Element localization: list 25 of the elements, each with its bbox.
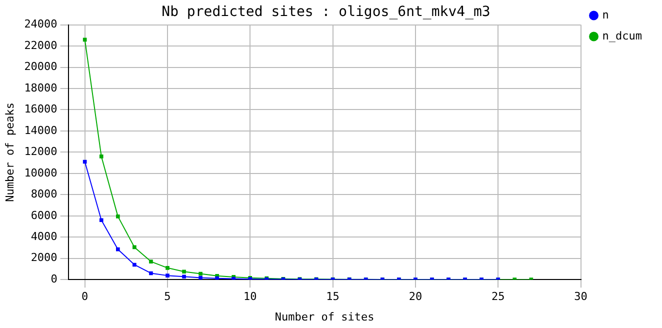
y-tick-label: 22000 — [24, 38, 58, 52]
y-tick-label: 2000 — [30, 251, 58, 264]
x-tick-label: 10 — [244, 290, 257, 304]
y-tick-label: 24000 — [24, 18, 58, 31]
y-axis-title: Number of peaks — [3, 102, 16, 202]
legend-label: n_dcum — [602, 29, 642, 42]
y-tick-label: 16000 — [24, 102, 58, 116]
x-tick-label: 0 — [82, 290, 88, 304]
y-tick-label: 14000 — [24, 124, 58, 137]
y-tick-label: 8000 — [30, 188, 58, 201]
y-tick-label: 18000 — [24, 81, 58, 94]
y-tick-label: 0 — [50, 272, 58, 286]
x-tick-label: 20 — [408, 290, 422, 304]
x-tick-label: 25 — [491, 290, 505, 304]
y-tick-label: 4000 — [30, 230, 58, 243]
y-tick-label: 12000 — [24, 145, 58, 158]
chart-title: Nb predicted sites : oligos_6nt_mkv4_m3 — [162, 4, 490, 20]
x-tick-label: 30 — [574, 290, 588, 304]
legend-label: n — [602, 8, 609, 22]
x-tick-label: 5 — [164, 290, 171, 304]
y-tick-label: 20000 — [24, 60, 58, 74]
y-tick-label: 10000 — [24, 166, 58, 180]
x-tick-label: 15 — [326, 290, 340, 304]
x-axis-title: Number of sites — [274, 310, 374, 324]
y-tick-label: 6000 — [30, 208, 58, 222]
